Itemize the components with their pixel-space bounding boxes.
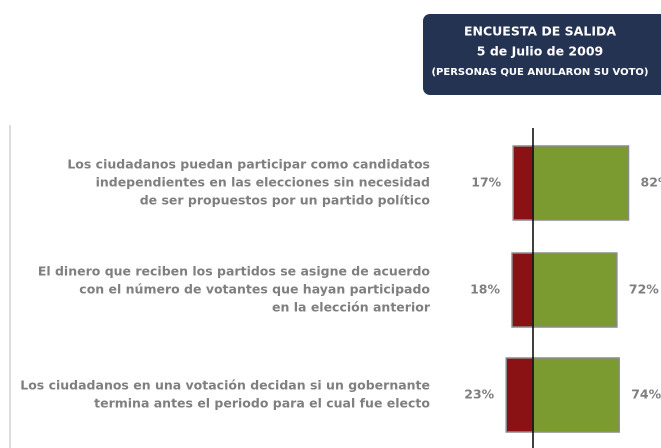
- value-label: 72%: [629, 282, 659, 297]
- value-label: 74%: [631, 387, 661, 402]
- bar: [532, 357, 620, 433]
- category-label: independientes en las elecciones sin nec…: [96, 175, 430, 190]
- value-label: 18%: [470, 282, 500, 297]
- category-label: de ser propuestos por un partido polític…: [140, 193, 431, 208]
- header-date: 5 de Julio de 2009: [477, 44, 603, 59]
- category-label: El dinero que reciben los partidos se as…: [38, 264, 431, 279]
- category-label: Los ciudadanos en una votación decidan s…: [20, 378, 430, 393]
- bar: [532, 145, 630, 221]
- bar: [512, 145, 534, 221]
- header-box: [423, 14, 661, 95]
- bar: [532, 252, 618, 328]
- category-label: Los ciudadanos puedan participar como ca…: [67, 157, 430, 172]
- category-label: en la elección anterior: [272, 300, 431, 315]
- bar: [505, 357, 534, 433]
- value-label: 17%: [471, 175, 501, 190]
- value-label: 23%: [464, 387, 494, 402]
- bar: [511, 252, 534, 328]
- category-label: termina antes el periodo para el cual fu…: [94, 396, 430, 411]
- value-label: 82%: [641, 175, 661, 190]
- header-title: ENCUESTA DE SALIDA: [464, 24, 616, 39]
- header-subtitle: (PERSONAS QUE ANULARON SU VOTO): [431, 67, 648, 78]
- category-label: con el número de votantes que hayan part…: [79, 282, 430, 297]
